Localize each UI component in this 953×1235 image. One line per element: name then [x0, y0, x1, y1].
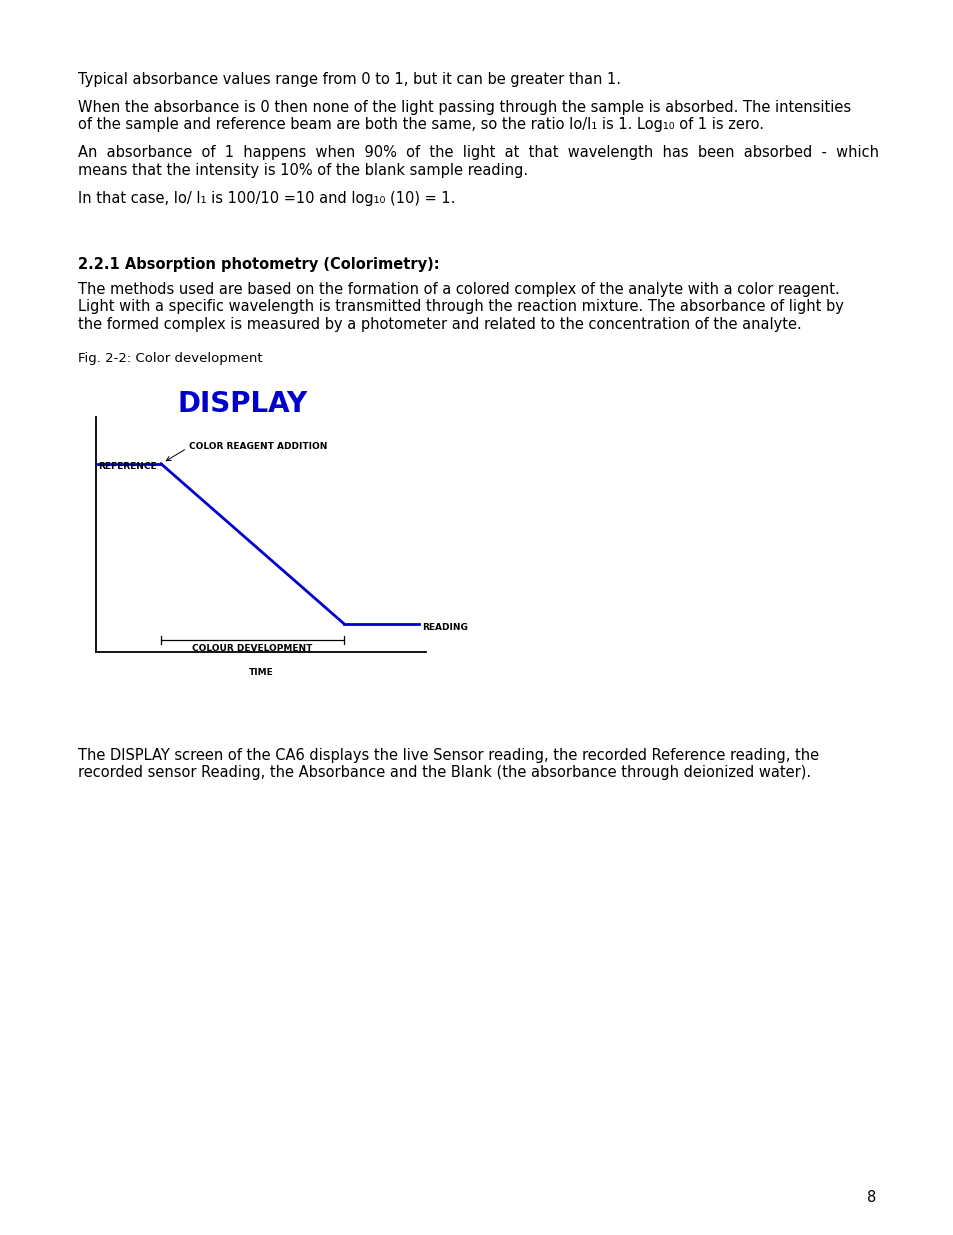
Text: 2.2.1 Absorption photometry (Colorimetry):: 2.2.1 Absorption photometry (Colorimetry… [78, 258, 439, 273]
Text: 8: 8 [866, 1191, 875, 1205]
Text: DISPLAY: DISPLAY [177, 390, 308, 419]
Text: COLOUR DEVELOPMENT: COLOUR DEVELOPMENT [193, 643, 313, 653]
Text: The methods used are based on the formation of a colored complex of the analyte : The methods used are based on the format… [78, 282, 839, 296]
Text: READING: READING [421, 622, 467, 632]
Text: the formed complex is measured by a photometer and related to the concentration : the formed complex is measured by a phot… [78, 317, 801, 332]
Text: of the sample and reference beam are both the same, so the ratio Io/I₁ is 1. Log: of the sample and reference beam are bot… [78, 117, 763, 132]
Text: means that the intensity is 10% of the blank sample reading.: means that the intensity is 10% of the b… [78, 163, 528, 178]
Text: The DISPLAY screen of the CA6 displays the live Sensor reading, the recorded Ref: The DISPLAY screen of the CA6 displays t… [78, 748, 819, 763]
Text: In that case, Io/ I₁ is 100/10 =10 and log₁₀ (10) = 1.: In that case, Io/ I₁ is 100/10 =10 and l… [78, 191, 455, 206]
Text: Light with a specific wavelength is transmitted through the reaction mixture. Th: Light with a specific wavelength is tran… [78, 300, 843, 315]
Text: When the absorbance is 0 then none of the light passing through the sample is ab: When the absorbance is 0 then none of th… [78, 100, 850, 115]
Text: An  absorbance  of  1  happens  when  90%  of  the  light  at  that  wavelength : An absorbance of 1 happens when 90% of t… [78, 146, 878, 161]
Text: REFERENCE: REFERENCE [98, 462, 156, 471]
Text: TIME: TIME [249, 668, 274, 677]
Text: recorded sensor Reading, the Absorbance and the Blank (the absorbance through de: recorded sensor Reading, the Absorbance … [78, 766, 810, 781]
Text: COLOR REAGENT ADDITION: COLOR REAGENT ADDITION [189, 442, 327, 451]
Text: Typical absorbance values range from 0 to 1, but it can be greater than 1.: Typical absorbance values range from 0 t… [78, 72, 620, 86]
Text: Fig. 2-2: Color development: Fig. 2-2: Color development [78, 352, 262, 366]
